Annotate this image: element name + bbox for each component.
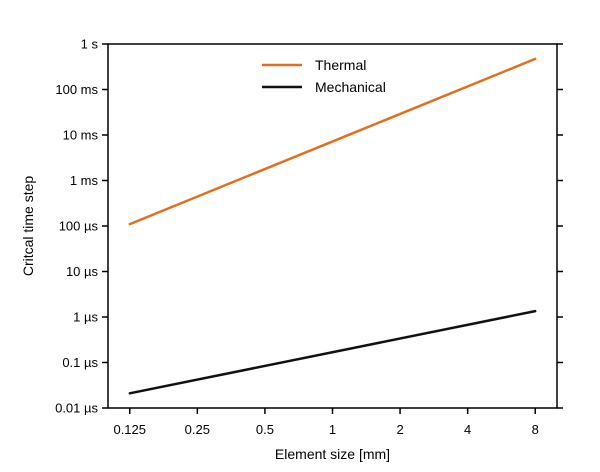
plot-frame bbox=[107, 43, 558, 409]
y-axis-label: Critcal time step bbox=[20, 176, 36, 277]
series-line-mechanical bbox=[128, 309, 537, 395]
y-tick-label: 100 ms bbox=[55, 82, 98, 97]
x-tick-label: 0.125 bbox=[113, 422, 146, 437]
series-lines bbox=[128, 57, 537, 395]
legend: Thermal Mechanical bbox=[262, 57, 386, 95]
x-tick-label: 0.25 bbox=[185, 422, 210, 437]
x-tick-label: 4 bbox=[464, 422, 471, 437]
y-tick-label: 0.1 µs bbox=[62, 355, 98, 370]
x-tick-label: 1 bbox=[329, 422, 336, 437]
x-axis-ticks: 0.125 0.25 0.5 1 2 4 8 bbox=[113, 408, 539, 437]
y-axis-ticks: 0.01 µs 0.1 µs 1 µs 10 µs 100 µs 1 ms 10 ms 100… bbox=[55, 37, 563, 416]
y-tick-label: 10 µs bbox=[66, 264, 99, 279]
legend-label-thermal: Thermal bbox=[315, 57, 366, 73]
x-tick-label: 8 bbox=[532, 422, 539, 437]
legend-label-mechanical: Mechanical bbox=[315, 79, 386, 95]
y-tick-label: 100 µs bbox=[59, 219, 99, 234]
y-tick-label: 10 ms bbox=[63, 128, 99, 143]
x-tick-label: 0.5 bbox=[256, 422, 274, 437]
y-tick-label: 1 s bbox=[81, 37, 99, 52]
y-tick-label: 1 ms bbox=[70, 173, 99, 188]
series-line-thermal bbox=[128, 57, 537, 226]
y-tick-label: 1 µs bbox=[73, 310, 98, 325]
y-tick-label: 0.01 µs bbox=[55, 401, 98, 416]
x-axis-label: Element size [mm] bbox=[275, 446, 390, 462]
x-tick-label: 2 bbox=[396, 422, 403, 437]
